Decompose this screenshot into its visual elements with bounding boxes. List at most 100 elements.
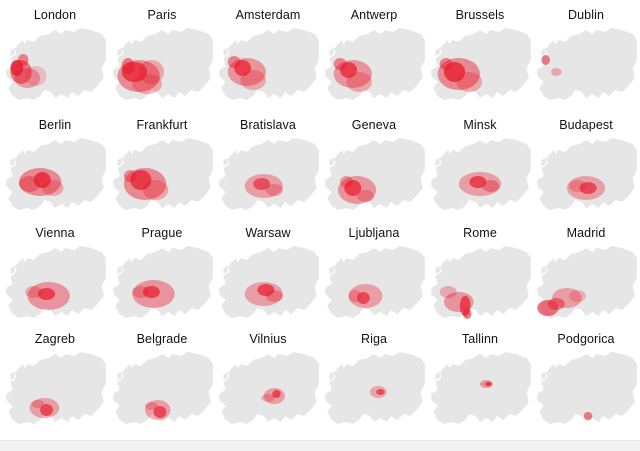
europe-landmass bbox=[325, 28, 425, 100]
britain-landmass bbox=[333, 150, 345, 170]
europe-landmass bbox=[431, 352, 531, 424]
city-label: Dublin bbox=[567, 8, 605, 22]
europe-map bbox=[325, 352, 425, 424]
city-label: Podgorica bbox=[557, 332, 615, 346]
reach-area bbox=[333, 58, 347, 70]
reach-area bbox=[265, 290, 283, 302]
city-label: Geneva bbox=[351, 118, 397, 132]
reach-area bbox=[145, 402, 158, 410]
europe-landmass bbox=[537, 138, 637, 210]
reach-area bbox=[547, 298, 565, 310]
ireland-landmass bbox=[223, 158, 228, 166]
reach-area bbox=[439, 286, 457, 298]
ireland-landmass bbox=[117, 372, 122, 380]
city-panel-rome: Rome bbox=[427, 220, 533, 326]
ireland-landmass bbox=[117, 158, 122, 166]
europe-map bbox=[537, 246, 637, 318]
reach-area bbox=[261, 394, 275, 402]
city-panel-riga: Riga bbox=[321, 326, 427, 432]
reach-area bbox=[469, 176, 487, 188]
britain-landmass bbox=[14, 150, 26, 170]
britain-landmass bbox=[14, 364, 26, 384]
reach-area bbox=[357, 190, 374, 202]
europe-map bbox=[325, 138, 425, 210]
reach-area bbox=[153, 406, 167, 418]
europe-map bbox=[219, 138, 319, 210]
city-label: Minsk bbox=[463, 118, 497, 132]
reach-area bbox=[38, 288, 55, 300]
city-panel-ljubljana: Ljubljana bbox=[321, 220, 427, 326]
city-panel-vilnius: Vilnius bbox=[215, 326, 321, 432]
britain-landmass bbox=[439, 40, 451, 60]
europe-landmass bbox=[325, 138, 425, 210]
city-panel-frankfurt: Frankfurt bbox=[109, 112, 215, 218]
city-label: Belgrade bbox=[136, 332, 188, 346]
europe-landmass bbox=[113, 246, 213, 318]
reach-area bbox=[485, 382, 492, 386]
city-panel-bratislava: Bratislava bbox=[215, 112, 321, 218]
city-panel-paris: Paris bbox=[109, 2, 215, 108]
britain-landmass bbox=[121, 150, 133, 170]
reach-area bbox=[121, 58, 135, 74]
reach-area bbox=[376, 389, 385, 395]
britain-landmass bbox=[227, 258, 239, 278]
britain-landmass bbox=[439, 150, 451, 170]
city-label: Zagreb bbox=[34, 332, 76, 346]
city-label: London bbox=[33, 8, 77, 22]
reach-area bbox=[33, 172, 51, 188]
reach-area bbox=[552, 288, 582, 308]
ireland-landmass bbox=[223, 48, 228, 56]
reach-area bbox=[142, 286, 160, 298]
europe-landmass bbox=[6, 28, 106, 100]
reach-area bbox=[14, 68, 41, 88]
europe-landmass bbox=[537, 28, 637, 100]
city-panel-prague: Prague bbox=[109, 220, 215, 326]
city-panel-geneva: Geneva bbox=[321, 112, 427, 218]
reach-area bbox=[240, 70, 266, 90]
city-panel-london: London bbox=[2, 2, 108, 108]
reach-area bbox=[142, 180, 169, 200]
ireland-landmass bbox=[117, 266, 122, 274]
ireland-landmass bbox=[10, 372, 15, 380]
reach-area bbox=[25, 66, 47, 86]
ireland-landmass bbox=[223, 266, 228, 274]
europe-landmass bbox=[325, 246, 425, 318]
reach-area bbox=[272, 390, 281, 398]
britain-landmass bbox=[545, 364, 557, 384]
city-label: Bratislava bbox=[240, 118, 296, 132]
city-panel-vienna: Vienna bbox=[2, 220, 108, 326]
britain-landmass bbox=[121, 258, 133, 278]
europe-landmass bbox=[219, 352, 319, 424]
city-label: Amsterdam bbox=[235, 8, 301, 22]
europe-map bbox=[431, 138, 531, 210]
europe-landmass bbox=[431, 28, 531, 100]
city-panel-warsaw: Warsaw bbox=[215, 220, 321, 326]
ireland-landmass bbox=[435, 48, 440, 56]
city-label: Paris bbox=[147, 8, 177, 22]
city-label: Rome bbox=[463, 226, 497, 240]
reach-area bbox=[123, 170, 137, 182]
europe-landmass bbox=[431, 138, 531, 210]
europe-landmass bbox=[219, 138, 319, 210]
ireland-landmass bbox=[435, 266, 440, 274]
europe-map bbox=[6, 352, 106, 424]
britain-landmass bbox=[439, 364, 451, 384]
reach-area bbox=[344, 180, 362, 196]
ireland-landmass bbox=[541, 266, 546, 274]
city-label: Tallinn bbox=[461, 332, 499, 346]
city-panel-zagreb: Zagreb bbox=[2, 326, 108, 432]
reach-area bbox=[257, 284, 275, 296]
city-label: Brussels bbox=[455, 8, 505, 22]
britain-landmass bbox=[545, 150, 557, 170]
europe-map bbox=[113, 28, 213, 100]
ireland-landmass bbox=[329, 372, 334, 380]
reach-area bbox=[541, 55, 550, 65]
ireland-landmass bbox=[541, 372, 546, 380]
city-label: Madrid bbox=[566, 226, 606, 240]
europe-landmass bbox=[113, 28, 213, 100]
europe-landmass bbox=[537, 352, 637, 424]
reach-area bbox=[132, 74, 162, 94]
europe-landmass bbox=[113, 138, 213, 210]
city-label: Antwerp bbox=[350, 8, 398, 22]
city-label: Budapest bbox=[559, 118, 613, 132]
